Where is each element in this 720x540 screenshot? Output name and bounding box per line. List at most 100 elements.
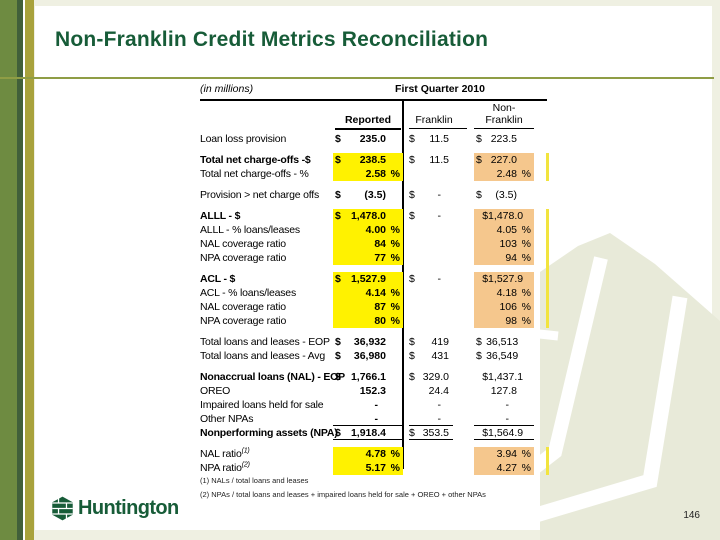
percent-sign: % <box>521 301 531 313</box>
table-row: ACL - % loans/leases 4.14% 4.18% <box>200 286 534 300</box>
nonfranklin-value: - <box>505 412 510 425</box>
nonfranklin-value: $1,564.9 <box>482 426 524 439</box>
reported-cell: 5.17% <box>333 461 403 475</box>
currency-symbol: $ <box>409 426 415 439</box>
percent-sign: % <box>521 238 531 250</box>
nonfranklin-value: 36,513 <box>486 336 519 348</box>
row-label: Provision > net charge offs <box>200 189 320 201</box>
row-label: Nonaccrual loans (NAL) - EOP <box>200 371 345 383</box>
title-underline-rule <box>0 77 714 79</box>
percent-sign: % <box>521 168 531 180</box>
table-row: NAL coverage ratio 87% 106% <box>200 300 534 314</box>
reported-cell: - <box>333 398 403 412</box>
row-label: Total net charge-offs -$ <box>200 154 311 166</box>
franklin-cell: $419 <box>409 335 453 349</box>
left-stripe-gold <box>25 0 34 540</box>
reported-value: 4.78 <box>365 448 386 460</box>
reported-cell: $1,918.4 <box>333 426 403 440</box>
franklin-value: - <box>437 189 442 201</box>
table-row: Nonperforming assets (NPA) $1,918.4 $353.5… <box>200 426 534 440</box>
reported-value: 1,527.9 <box>350 273 386 285</box>
percent-sign: % <box>521 462 531 474</box>
reported-cell: 4.00% <box>333 223 403 237</box>
nonfranklin-cell: 3.94% <box>474 447 534 461</box>
franklin-header-underline <box>409 128 467 129</box>
percent-sign: % <box>390 168 400 180</box>
left-stripe-dark-green <box>17 0 23 540</box>
nonfranklin-cell: $1,478.0 <box>474 209 534 223</box>
currency-symbol: $ <box>409 210 415 222</box>
franklin-value: - <box>437 412 442 425</box>
currency-symbol: $ <box>476 350 482 362</box>
col-header-franklin: Franklin <box>415 114 453 126</box>
franklin-cell <box>409 223 453 237</box>
reported-value: 4.14 <box>365 287 386 299</box>
left-stripe-olive <box>0 0 17 540</box>
currency-symbol: $ <box>335 210 341 222</box>
reported-cell: 4.78% <box>333 447 403 461</box>
reported-cell: 2.58% <box>333 167 403 181</box>
reported-cell: $36,932 <box>333 335 403 349</box>
franklin-cell: $11.5 <box>409 132 453 146</box>
footnote-marker: (2) <box>241 461 250 469</box>
col-header-reported: Reported <box>344 114 392 126</box>
franklin-cell <box>409 167 453 181</box>
nonfranklin-value: (3.5) <box>495 189 517 201</box>
reported-cell: $1,527.9 <box>333 272 403 286</box>
period-header: First Quarter 2010 <box>395 83 485 95</box>
reported-value: 84 <box>374 238 386 250</box>
franklin-cell: $11.5 <box>409 153 453 167</box>
logo-wordmark: Huntington <box>78 497 179 519</box>
row-label: Total loans and leases - EOP <box>200 336 330 348</box>
currency-symbol: $ <box>335 154 341 166</box>
col-header-nonfranklin-line2: Franklin <box>485 114 523 126</box>
franklin-cell: $329.0 <box>409 370 453 384</box>
table-row: Total loans and leases - Avg $36,980 $431 $… <box>200 349 534 363</box>
franklin-cell: $353.5 <box>409 426 453 440</box>
franklin-cell: 24.4 <box>409 384 453 398</box>
nonfranklin-cell: 106% <box>474 300 534 314</box>
slide-title: Non-Franklin Credit Metrics Reconciliati… <box>55 28 489 51</box>
franklin-value: - <box>437 273 442 285</box>
nonfranklin-value: 36,549 <box>486 350 519 362</box>
nonfranklin-cell: 2.48% <box>474 167 534 181</box>
currency-symbol: $ <box>476 336 482 348</box>
row-label: NPA ratio(2) <box>200 461 250 475</box>
reported-cell: $235.0 <box>333 132 403 146</box>
franklin-cell <box>409 237 453 251</box>
row-label: NAL coverage ratio <box>200 301 286 313</box>
footnote-1: (1) NALs / total loans and leases <box>200 476 309 485</box>
percent-sign: % <box>390 252 400 264</box>
reported-cell: 84% <box>333 237 403 251</box>
currency-symbol: $ <box>476 154 482 166</box>
nonfranklin-header-underline <box>474 128 534 129</box>
currency-symbol: $ <box>409 189 415 201</box>
row-label: Other NPAs <box>200 413 254 425</box>
reported-value: - <box>374 399 379 411</box>
franklin-value: 353.5 <box>422 426 449 439</box>
percent-sign: % <box>390 462 400 474</box>
percent-sign: % <box>390 224 400 236</box>
reported-value: 77 <box>374 252 386 264</box>
row-label: ALLL - % loans/leases <box>200 224 300 236</box>
nonfranklin-value: 4.27 <box>496 462 517 474</box>
row-label: ACL - % loans/leases <box>200 287 296 299</box>
table-row: ACL - $ $1,527.9 $ - $1,527.9 <box>200 272 534 286</box>
reported-value: 1,478.0 <box>350 210 386 222</box>
table-row: NPA ratio(2) 5.17% 4.27% <box>200 461 534 475</box>
row-label: NPA coverage ratio <box>200 252 287 264</box>
table-row: NAL ratio(1) 4.78% 3.94% <box>200 447 534 461</box>
row-label: Total net charge-offs - % <box>200 168 309 180</box>
currency-symbol: $ <box>476 189 482 201</box>
currency-symbol: $ <box>409 133 415 145</box>
col-header-nonfranklin-line1: Non- <box>492 102 516 114</box>
currency-symbol: $ <box>335 189 341 201</box>
nonfranklin-value: 94 <box>505 252 517 264</box>
nonfranklin-value: 98 <box>505 315 517 327</box>
franklin-cell: $ - <box>409 209 453 223</box>
currency-symbol: $ <box>335 350 341 362</box>
nonfranklin-cell: 127.8 <box>474 384 534 398</box>
reported-header-underline <box>335 128 401 130</box>
nonfranklin-cell: 4.27% <box>474 461 534 475</box>
nonfranklin-value: 103 <box>499 238 517 250</box>
